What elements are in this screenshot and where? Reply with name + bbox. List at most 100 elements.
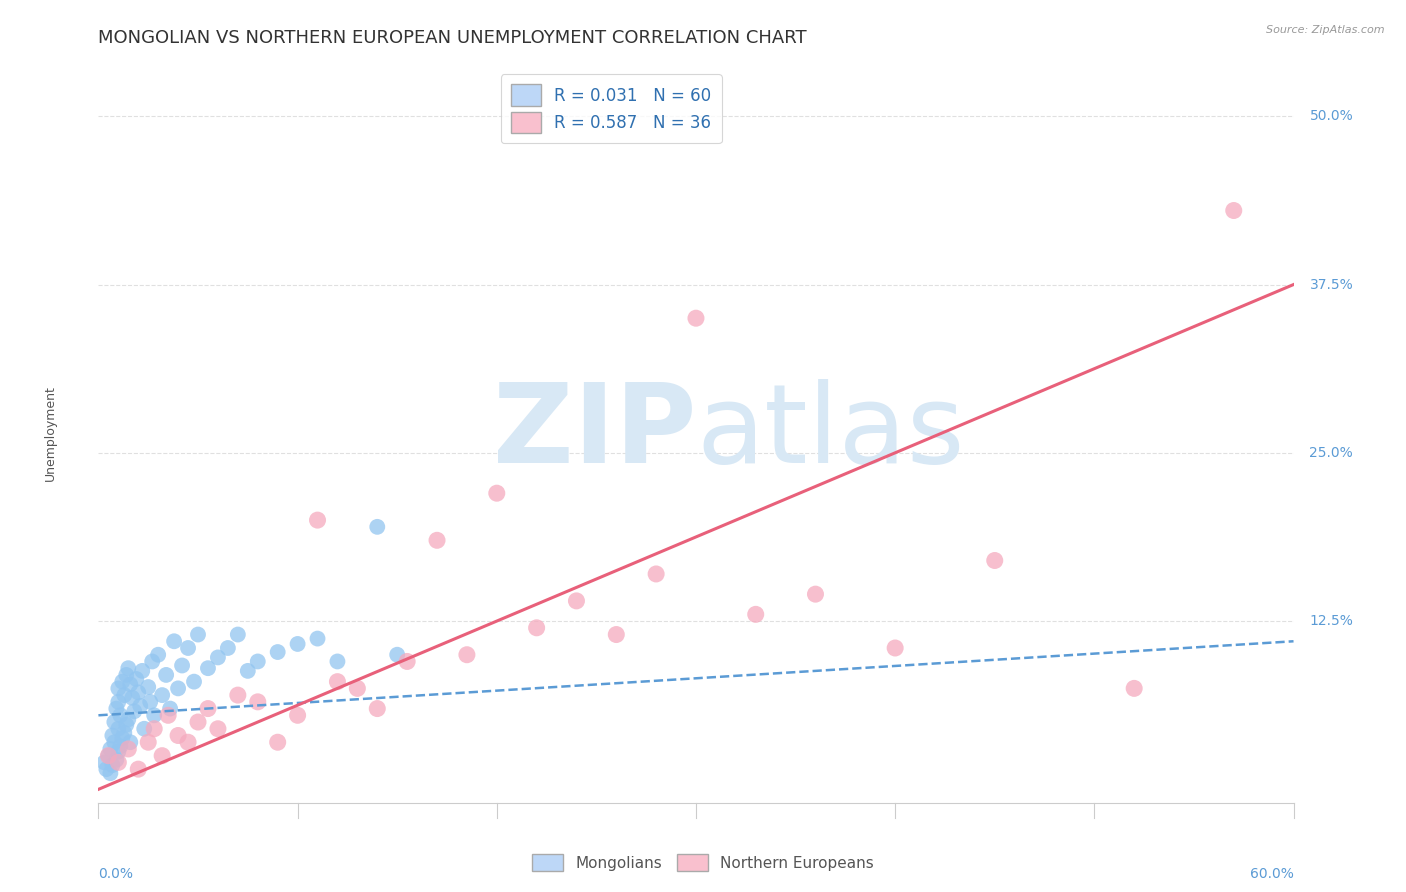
Point xyxy=(426,533,449,548)
Point xyxy=(1123,681,1146,696)
Point xyxy=(485,486,508,500)
Point xyxy=(366,701,388,715)
Text: 60.0%: 60.0% xyxy=(1250,867,1294,881)
Point xyxy=(167,729,190,743)
Text: 25.0%: 25.0% xyxy=(1309,446,1353,459)
Point xyxy=(267,645,290,659)
Point xyxy=(226,627,249,641)
Point xyxy=(804,587,827,601)
Point xyxy=(157,708,180,723)
Point xyxy=(117,712,139,726)
Point xyxy=(172,658,194,673)
Point xyxy=(103,735,125,749)
Point xyxy=(105,753,128,767)
Point xyxy=(97,748,120,763)
Point xyxy=(105,701,128,715)
Point xyxy=(396,655,419,669)
Point xyxy=(107,756,129,770)
Point xyxy=(565,594,588,608)
Point xyxy=(984,553,1007,567)
Point xyxy=(197,701,219,715)
Legend: R = 0.031   N = 60, R = 0.587   N = 36: R = 0.031 N = 60, R = 0.587 N = 36 xyxy=(501,74,721,143)
Point xyxy=(107,681,129,696)
Point xyxy=(177,640,200,655)
Text: 0.0%: 0.0% xyxy=(98,867,134,881)
Point xyxy=(197,661,219,675)
Text: ZIP: ZIP xyxy=(492,379,696,486)
Point xyxy=(167,681,190,696)
Text: Unemployment: Unemployment xyxy=(44,384,58,481)
Point xyxy=(183,674,205,689)
Point xyxy=(236,664,259,678)
Point xyxy=(207,722,229,736)
Point xyxy=(307,513,329,527)
Point xyxy=(159,701,181,715)
Point xyxy=(134,722,156,736)
Point xyxy=(107,722,129,736)
Point xyxy=(287,637,309,651)
Point xyxy=(163,634,186,648)
Point xyxy=(307,632,329,646)
Text: 50.0%: 50.0% xyxy=(1309,110,1353,123)
Point xyxy=(93,756,115,770)
Point xyxy=(121,690,143,705)
Point xyxy=(246,655,269,669)
Point xyxy=(120,735,142,749)
Point xyxy=(143,708,166,723)
Legend: Mongolians, Northern Europeans: Mongolians, Northern Europeans xyxy=(526,848,880,877)
Point xyxy=(117,742,139,756)
Point xyxy=(117,661,139,675)
Point xyxy=(107,745,129,759)
Point xyxy=(136,680,159,694)
Point xyxy=(96,762,118,776)
Point xyxy=(605,627,627,641)
Point xyxy=(120,677,142,691)
Point xyxy=(150,748,173,763)
Point xyxy=(101,758,124,772)
Point xyxy=(139,695,162,709)
Point xyxy=(526,621,548,635)
Point xyxy=(115,717,138,731)
Point xyxy=(456,648,478,662)
Point xyxy=(1223,203,1246,218)
Point xyxy=(246,695,269,709)
Point xyxy=(745,607,768,622)
Point xyxy=(187,714,209,729)
Text: 12.5%: 12.5% xyxy=(1309,614,1354,628)
Point xyxy=(124,704,146,718)
Point xyxy=(326,655,349,669)
Point xyxy=(129,698,152,713)
Point xyxy=(115,668,138,682)
Point xyxy=(97,748,120,763)
Point xyxy=(226,688,249,702)
Point xyxy=(366,520,388,534)
Point xyxy=(131,664,153,678)
Point xyxy=(98,766,122,780)
Point xyxy=(98,742,122,756)
Point xyxy=(112,688,135,702)
Point xyxy=(346,681,368,696)
Point xyxy=(267,735,290,749)
Point xyxy=(148,648,170,662)
Point xyxy=(103,714,125,729)
Point xyxy=(207,650,229,665)
Point xyxy=(101,729,124,743)
Text: 37.5%: 37.5% xyxy=(1309,277,1353,292)
Point xyxy=(150,688,173,702)
Point xyxy=(125,672,148,686)
Point xyxy=(217,640,239,655)
Point xyxy=(155,668,177,682)
Point xyxy=(187,627,209,641)
Point xyxy=(645,566,668,581)
Point xyxy=(110,739,132,754)
Text: Source: ZipAtlas.com: Source: ZipAtlas.com xyxy=(1267,25,1385,35)
Point xyxy=(111,731,134,746)
Point xyxy=(136,735,159,749)
Point xyxy=(127,685,149,699)
Point xyxy=(287,708,309,723)
Point xyxy=(884,640,907,655)
Point xyxy=(111,674,134,689)
Point xyxy=(112,726,135,740)
Point xyxy=(107,695,129,709)
Point xyxy=(127,762,149,776)
